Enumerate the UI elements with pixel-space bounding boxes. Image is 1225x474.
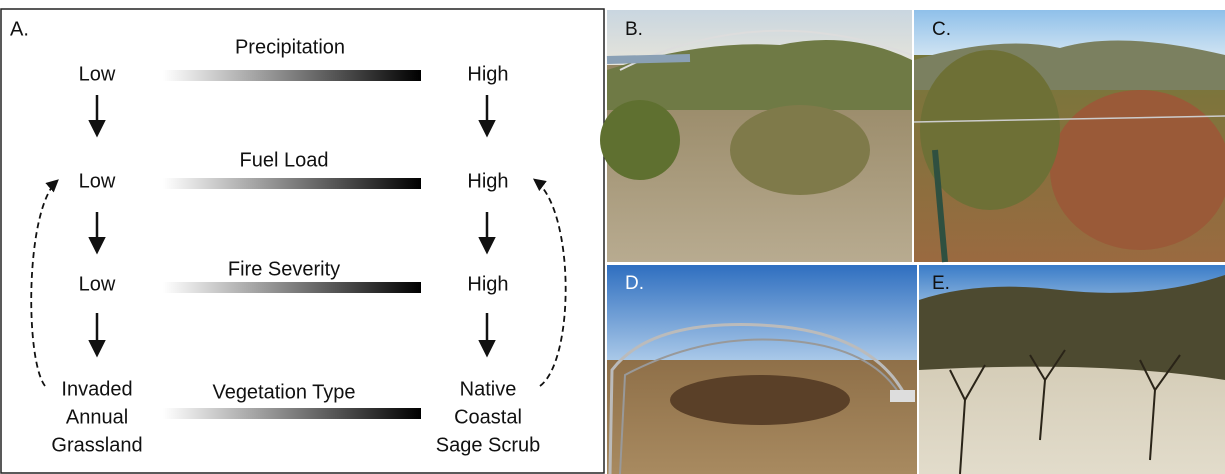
panel-label: A. (10, 18, 29, 40)
left-label: Invaded (61, 378, 132, 400)
panel-label: B. (625, 19, 643, 40)
photo-c: C. (914, 10, 1225, 262)
left-label: Annual (66, 406, 128, 428)
gradient-bar (163, 70, 421, 81)
figure: A. Precipitation Low High Fuel Load Low … (0, 0, 1225, 474)
gradient-label: Precipitation (235, 36, 345, 58)
panel-label: E. (932, 273, 950, 294)
photo-b: B. (600, 10, 912, 262)
gradient-label: Vegetation Type (212, 381, 355, 403)
right-label: High (467, 170, 508, 192)
gradient-bar (163, 282, 421, 293)
photo-e: E. (919, 265, 1225, 474)
panel-label: D. (625, 273, 644, 294)
left-label: Low (79, 170, 116, 192)
gradient-label: Fire Severity (228, 258, 340, 280)
left-label: Grassland (51, 434, 142, 456)
left-label: Low (79, 63, 116, 85)
right-label: Sage Scrub (436, 434, 541, 456)
gradient-bar (163, 178, 421, 189)
right-label: Native (460, 378, 517, 400)
gradient-label: Fuel Load (240, 149, 329, 171)
right-label: High (467, 273, 508, 295)
panel-label: C. (932, 19, 951, 40)
gradient-bar (163, 408, 421, 419)
right-label: High (467, 63, 508, 85)
right-label: Coastal (454, 406, 522, 428)
photo-d: D. (607, 265, 917, 474)
left-label: Low (79, 273, 116, 295)
